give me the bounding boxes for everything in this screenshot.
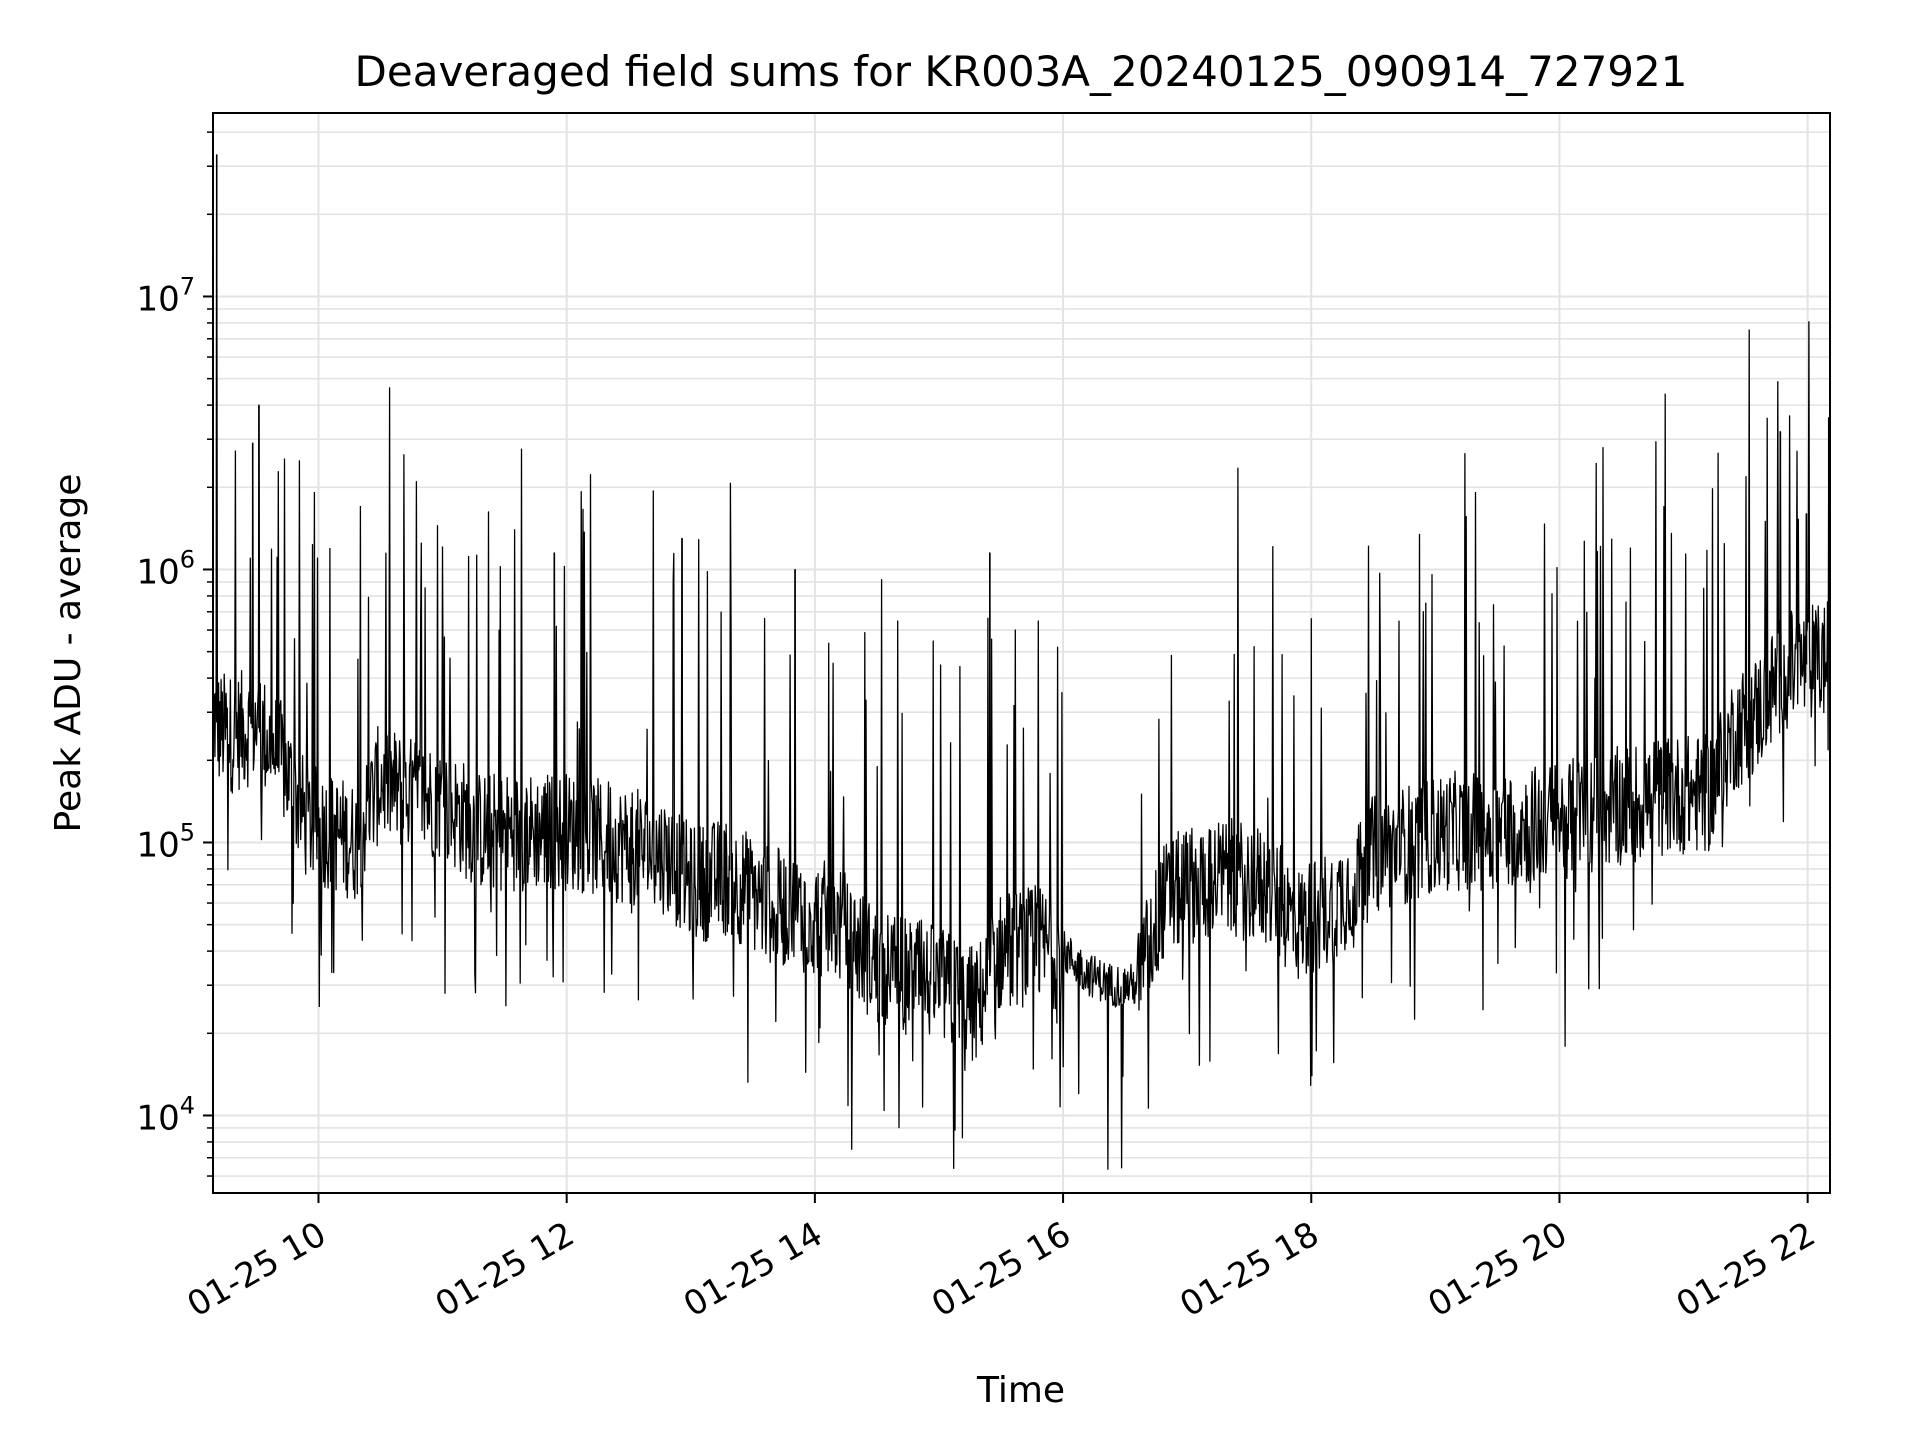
plot-frame xyxy=(212,112,1831,1194)
y-tick-label: 104 xyxy=(136,1091,195,1138)
y-tick-label: 105 xyxy=(136,818,195,865)
grid xyxy=(213,113,1830,1193)
data-line xyxy=(212,154,1831,1170)
y-tick-label: 107 xyxy=(136,272,195,319)
chart-title: Deaveraged field sums for KR003A_2024012… xyxy=(355,47,1688,96)
y-tick-label: 106 xyxy=(136,545,195,592)
x-axis-label: Time xyxy=(976,1370,1065,1411)
y-axis-label: Peak ADU - average xyxy=(48,474,89,833)
data-series xyxy=(212,154,1831,1170)
